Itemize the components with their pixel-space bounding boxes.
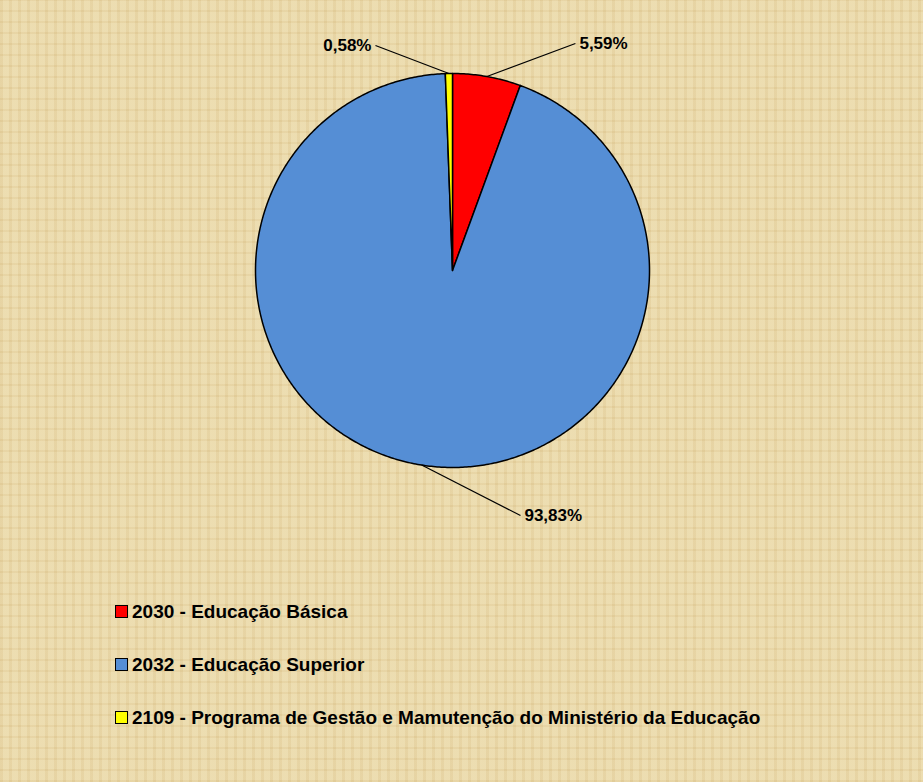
html-text:2030 - Educação Básica: 2030 - Educação Básica xyxy=(132,600,348,622)
html-text:2032 - Educação Superior: 2032 - Educação Superior xyxy=(132,653,365,675)
html-text:2109 - Programa de Gestão e Ma: 2109 - Programa de Gestão e Mamutenção d… xyxy=(132,706,761,728)
svg-text:5,59%: 5,59% xyxy=(579,34,627,53)
svg-text:0,58%: 0,58% xyxy=(323,36,371,55)
svg-text:93,83%: 93,83% xyxy=(524,506,582,525)
